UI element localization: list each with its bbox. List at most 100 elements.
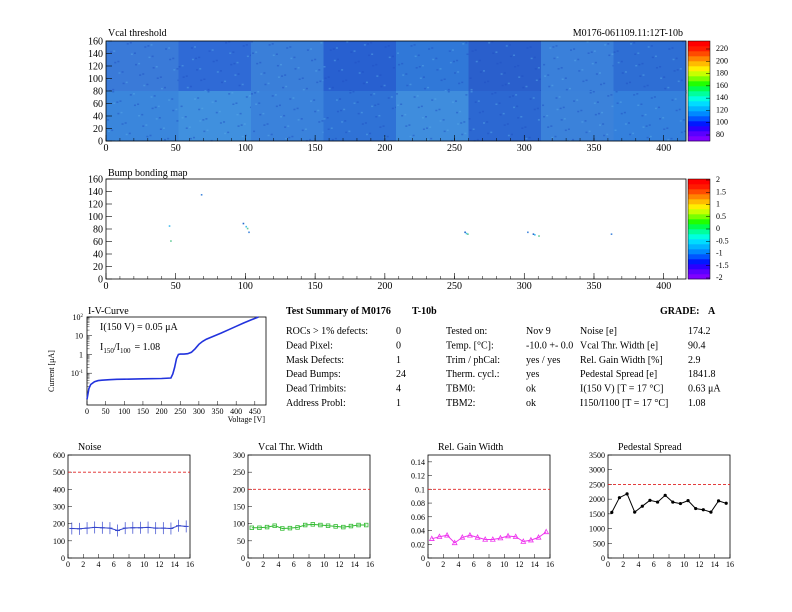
pixel-speckle — [529, 98, 532, 100]
dead-bump-point — [538, 235, 540, 237]
palette-swatch — [688, 66, 710, 72]
pixel-speckle — [362, 82, 365, 85]
pixel-speckle — [543, 63, 546, 66]
pixel-speckle — [151, 55, 154, 58]
pixel-speckle — [150, 44, 153, 46]
pixel-speckle — [370, 94, 373, 96]
pixel-speckle — [372, 64, 375, 67]
pixel-speckle — [175, 108, 178, 111]
pixel-speckle — [415, 67, 418, 69]
pixel-speckle — [577, 110, 580, 113]
palette-swatch — [688, 136, 710, 142]
pixel-speckle — [463, 121, 466, 123]
palette-swatch — [688, 41, 710, 47]
pixel-speckle — [286, 47, 289, 49]
summary-key: Trim / phCal: — [446, 355, 500, 366]
pixel-speckle — [679, 68, 682, 70]
pixel-speckle — [534, 68, 537, 70]
pixel-speckle — [276, 64, 279, 67]
pixel-speckle — [608, 54, 611, 57]
pixel-speckle — [341, 69, 344, 71]
pixel-speckle — [256, 62, 259, 65]
pixel-speckle — [405, 73, 408, 75]
pixel-speckle — [149, 134, 152, 137]
summary-value: 1 — [396, 355, 401, 366]
pixel-speckle — [486, 121, 489, 123]
trend-xtick-label: 16 — [366, 560, 374, 569]
pixel-speckle — [530, 57, 533, 60]
pixel-speckle — [492, 52, 495, 54]
pixel-speckle — [458, 82, 461, 85]
palette-swatch — [688, 61, 710, 67]
pixel-speckle — [409, 83, 412, 86]
trend-marker — [280, 526, 285, 531]
pixel-speckle — [145, 124, 148, 126]
pixel-speckle — [587, 52, 590, 54]
iv-xtick-label: 0 — [85, 407, 89, 416]
trend-xtick-label: 12 — [156, 560, 164, 569]
pixel-speckle — [369, 132, 372, 135]
pixel-speckle — [602, 123, 605, 125]
pixel-speckle — [332, 48, 335, 50]
pixel-speckle — [122, 82, 125, 85]
trend-marker — [678, 501, 683, 506]
pixel-speckle — [157, 105, 160, 108]
pixel-speckle — [365, 81, 368, 84]
pixel-speckle — [397, 52, 400, 54]
pixel-speckle — [137, 103, 140, 105]
pixel-speckle — [130, 53, 133, 55]
pixel-speckle — [667, 138, 670, 141]
palette-label: 1.5 — [716, 187, 726, 196]
palette-label: 2 — [716, 175, 720, 184]
pixel-speckle — [412, 134, 415, 137]
pixel-speckle — [219, 122, 222, 124]
pixel-speckle — [456, 59, 459, 62]
pixel-speckle — [405, 125, 408, 127]
pixel-speckle — [184, 116, 187, 118]
trend-marker — [436, 533, 443, 539]
trend-marker — [535, 534, 542, 540]
trend-xtick-label: 10 — [680, 560, 688, 569]
pixel-speckle — [228, 93, 231, 95]
roc-tile — [396, 91, 469, 142]
pixel-speckle — [638, 63, 641, 66]
pixel-speckle — [435, 57, 438, 60]
summary-value: 1 — [396, 398, 401, 409]
pixel-speckle — [321, 120, 324, 122]
palette-swatch — [688, 214, 710, 220]
pixel-speckle — [604, 44, 607, 46]
pixel-speckle — [507, 134, 510, 137]
pixel-speckle — [194, 98, 197, 100]
bump-xtick-label: 50 — [171, 281, 181, 292]
pixel-speckle — [586, 41, 589, 43]
pixel-speckle — [659, 118, 662, 120]
iv-ytick-label: 10 — [75, 332, 83, 341]
pixel-speckle — [481, 110, 484, 113]
bump-ytick-label: 140 — [88, 187, 103, 198]
pixel-speckle — [614, 129, 617, 132]
pixel-speckle — [451, 49, 454, 51]
bump-map-title: Bump bonding map — [108, 168, 187, 179]
pixel-speckle — [487, 80, 490, 83]
pixel-speckle — [443, 130, 446, 133]
pixel-speckle — [195, 57, 198, 60]
roc-tile — [106, 41, 179, 92]
pixel-speckle — [574, 59, 577, 62]
pixel-speckle — [111, 129, 114, 132]
pixel-speckle — [580, 109, 583, 112]
pixel-speckle — [293, 108, 296, 111]
pixel-speckle — [538, 78, 541, 80]
pixel-speckle — [285, 85, 288, 88]
pixel-speckle — [630, 43, 633, 45]
palette-swatch — [688, 91, 710, 97]
pixel-speckle — [496, 62, 499, 65]
palette-swatch — [688, 194, 710, 200]
pixel-speckle — [477, 100, 480, 102]
iv-ytick-label: 102 — [73, 313, 84, 322]
trend-line — [251, 523, 367, 530]
palette-swatch — [688, 234, 710, 240]
pixel-speckle — [585, 131, 588, 134]
trend-marker — [505, 532, 512, 539]
vcal-ytick-label: 100 — [88, 74, 103, 85]
pixel-speckle — [282, 86, 285, 89]
